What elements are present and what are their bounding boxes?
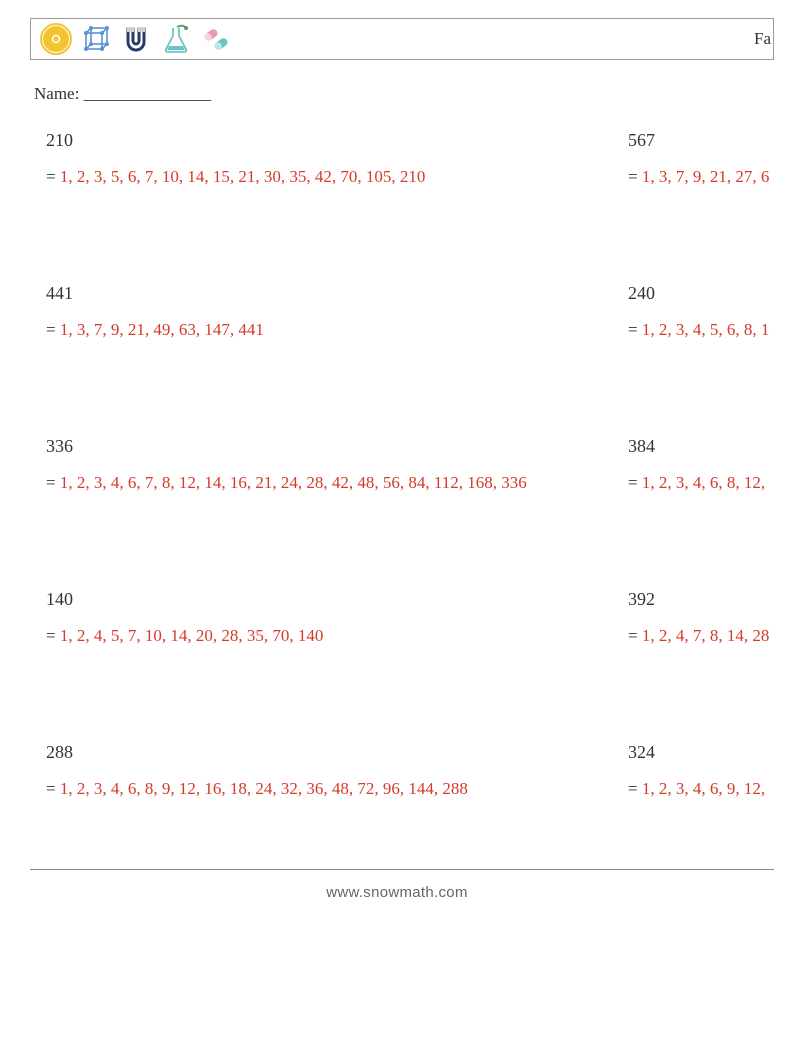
- problem-answer: = 1, 2, 3, 4, 6, 8, 9, 12, 16, 18, 24, 3…: [46, 779, 628, 799]
- header-bar: Fa: [30, 18, 774, 60]
- cube-icon: [79, 22, 113, 56]
- radioactive-icon: [39, 22, 73, 56]
- problem-number: 324: [628, 742, 765, 763]
- flask-icon: [159, 22, 193, 56]
- problem-number: 384: [628, 436, 765, 457]
- problem-number: 392: [628, 589, 769, 610]
- magnet-icon: [119, 22, 153, 56]
- problem-answer: = 1, 2, 3, 4, 6, 9, 12,: [628, 779, 765, 799]
- problem-answer: = 1, 2, 4, 5, 7, 10, 14, 20, 28, 35, 70,…: [46, 626, 628, 646]
- problem-number: 441: [46, 283, 628, 304]
- problem-number: 567: [628, 130, 769, 151]
- problem-row: 140 = 1, 2, 4, 5, 7, 10, 14, 20, 28, 35,…: [30, 589, 794, 646]
- worksheet-content: 210 = 1, 2, 3, 5, 6, 7, 10, 14, 15, 21, …: [30, 130, 794, 799]
- problem-row: 336 = 1, 2, 3, 4, 6, 7, 8, 12, 14, 16, 2…: [30, 436, 794, 493]
- problem-answer: = 1, 2, 4, 7, 8, 14, 28: [628, 626, 769, 646]
- problem-number: 288: [46, 742, 628, 763]
- name-label: Name: _______________: [34, 84, 794, 104]
- problem-row: 210 = 1, 2, 3, 5, 6, 7, 10, 14, 15, 21, …: [30, 130, 794, 187]
- problem-number: 140: [46, 589, 628, 610]
- problem-answer: = 1, 3, 7, 9, 21, 27, 6: [628, 167, 769, 187]
- problem-number: 240: [628, 283, 769, 304]
- problem-answer: = 1, 2, 3, 4, 6, 7, 8, 12, 14, 16, 21, 2…: [46, 473, 628, 493]
- problem-number: 210: [46, 130, 628, 151]
- problem-answer: = 1, 3, 7, 9, 21, 49, 63, 147, 441: [46, 320, 628, 340]
- problem-row: 288 = 1, 2, 3, 4, 6, 8, 9, 12, 16, 18, 2…: [30, 742, 794, 799]
- footer-divider: [30, 869, 774, 870]
- header-right-text: Fa: [754, 19, 773, 59]
- problem-answer: = 1, 2, 3, 4, 5, 6, 8, 1: [628, 320, 769, 340]
- problem-answer: = 1, 2, 3, 4, 6, 8, 12,: [628, 473, 765, 493]
- footer-text: www.snowmath.com: [0, 884, 794, 913]
- icon-row: [39, 22, 233, 56]
- pills-icon: [199, 22, 233, 56]
- problem-answer: = 1, 2, 3, 5, 6, 7, 10, 14, 15, 21, 30, …: [46, 167, 628, 187]
- problem-row: 441 = 1, 3, 7, 9, 21, 49, 63, 147, 441 2…: [30, 283, 794, 340]
- problem-number: 336: [46, 436, 628, 457]
